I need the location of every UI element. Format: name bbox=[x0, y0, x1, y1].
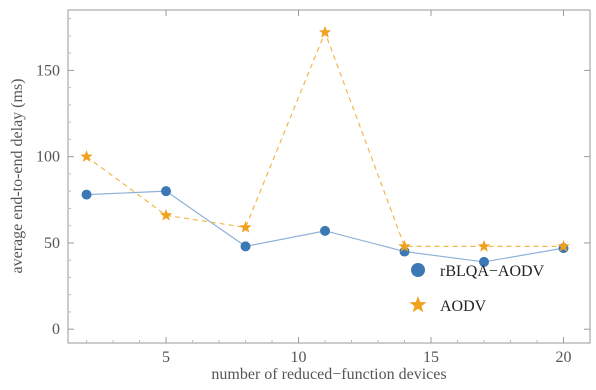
x-tick-label: 5 bbox=[162, 349, 170, 366]
data-point-star bbox=[557, 239, 570, 252]
data-point-star bbox=[239, 220, 252, 233]
y-tick-label: 0 bbox=[52, 321, 60, 338]
legend: rBLQA−AODV AODV bbox=[409, 263, 545, 315]
data-point bbox=[161, 186, 172, 197]
series-layer bbox=[80, 25, 570, 267]
data-point bbox=[81, 189, 92, 200]
y-tick-label: 100 bbox=[36, 149, 60, 166]
data-point-star bbox=[477, 239, 491, 252]
plot-frame bbox=[67, 9, 591, 344]
legend-label: rBLQA−AODV bbox=[440, 263, 545, 280]
x-tick-label: 20 bbox=[556, 349, 572, 366]
y-tick-label: 150 bbox=[36, 62, 60, 79]
x-axis-title: number of reduced−function devices bbox=[211, 366, 446, 383]
series-rblqa-aodv bbox=[81, 186, 569, 267]
data-point-star bbox=[318, 25, 332, 38]
data-point bbox=[240, 241, 251, 252]
y-axis: 0 50 100 150 bbox=[36, 18, 590, 338]
series-line bbox=[86, 30, 564, 247]
x-tick-label: 10 bbox=[291, 349, 307, 366]
x-tick-label: 15 bbox=[423, 349, 439, 366]
data-point bbox=[320, 225, 331, 236]
y-axis-title: average end-to-end delay (ms) bbox=[9, 78, 26, 273]
series-aodv bbox=[80, 25, 570, 252]
legend-marker-star bbox=[409, 296, 427, 313]
data-point-star bbox=[398, 239, 411, 252]
data-point bbox=[479, 256, 490, 267]
y-tick-label: 50 bbox=[44, 235, 60, 252]
data-point-star bbox=[159, 208, 173, 221]
x-axis: 5 10 15 20 bbox=[86, 10, 572, 366]
legend-label: AODV bbox=[440, 298, 487, 315]
data-point-star bbox=[80, 150, 93, 162]
legend-marker-circle bbox=[411, 263, 425, 277]
